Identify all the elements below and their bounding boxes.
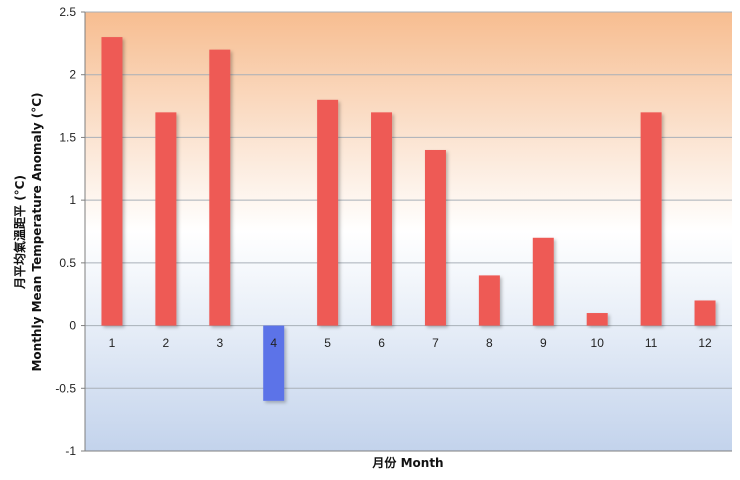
gridlines <box>81 11 732 452</box>
plot-area-background <box>85 12 732 451</box>
bar-month-1 <box>101 37 123 326</box>
y-axis-title-line-1: 月平均氣溫距平 (°C) <box>12 175 27 290</box>
bar-month-5 <box>317 99 339 326</box>
y-tick-label: -0.5 <box>55 381 76 395</box>
y-axis-title: 月平均氣溫距平 (°C) Monthly Mean Temperature An… <box>12 92 44 371</box>
bar-month-9 <box>532 237 554 326</box>
bar-month-12 <box>694 300 716 326</box>
x-tick-label: 9 <box>540 336 547 350</box>
y-axis-title-line-2: Monthly Mean Temperature Anomaly (°C) <box>30 92 44 371</box>
x-tick-label: 1 <box>109 336 116 350</box>
x-tick-label: 2 <box>163 336 170 350</box>
x-tick-label: 10 <box>591 336 605 350</box>
y-tick-label: 1.5 <box>59 130 76 144</box>
bar-month-8 <box>478 275 500 326</box>
bars <box>101 37 716 401</box>
y-tick-label: 0.5 <box>59 256 76 270</box>
x-tick-label: 6 <box>378 336 385 350</box>
bar-month-10 <box>586 313 608 326</box>
y-tick-label: -1 <box>65 444 76 458</box>
y-tick-label: 0 <box>69 319 76 333</box>
y-tick-label: 2.5 <box>59 5 76 19</box>
x-tick-label: 4 <box>270 336 277 350</box>
bar-month-4 <box>263 325 285 401</box>
x-tick-label: 11 <box>645 336 658 350</box>
x-axis-title: 月份 Month <box>371 455 443 470</box>
y-tick-label: 1 <box>69 193 76 207</box>
x-tick-label: 5 <box>324 336 331 350</box>
x-tick-label: 12 <box>698 336 712 350</box>
x-tick-labels: 1 2 3 4 5 6 7 8 9 10 11 12 <box>109 336 712 350</box>
bar-month-6 <box>371 112 393 326</box>
x-tick-label: 8 <box>486 336 493 350</box>
x-tick-label: 7 <box>432 336 439 350</box>
bar-month-7 <box>424 149 446 326</box>
bar-month-11 <box>640 112 662 326</box>
bar-month-2 <box>155 112 177 326</box>
y-tick-labels: 2.5 2 1.5 1 0.5 0 -0.5 -1 <box>55 5 76 458</box>
y-tick-label: 2 <box>69 68 76 82</box>
x-tick-label: 3 <box>216 336 223 350</box>
bar-month-3 <box>209 49 231 326</box>
